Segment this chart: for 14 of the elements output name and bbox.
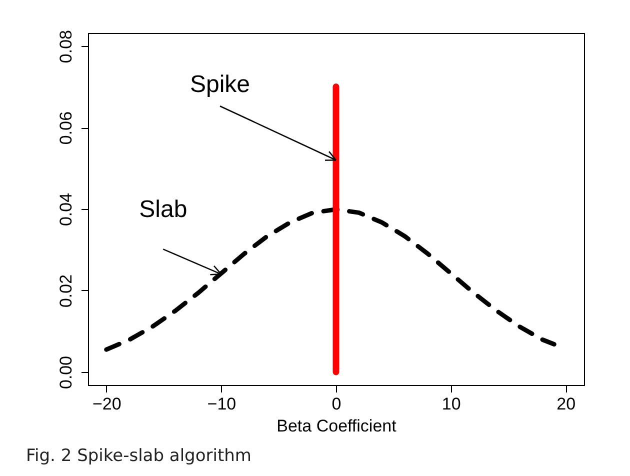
y-tick-label: 0.08	[56, 30, 76, 64]
x-tick-label: 10	[442, 394, 461, 414]
x-tick-label: −20	[92, 394, 122, 414]
y-tick-label: 0.06	[56, 111, 76, 145]
annotation: Slab	[139, 196, 188, 224]
y-tick-label: 0.00	[56, 356, 76, 390]
x-tick-label: 20	[556, 394, 576, 414]
y-tick-label: 0.04	[56, 192, 76, 226]
caption: Fig. 2 Spike-slab algorithm	[26, 446, 252, 466]
x-axis-title: Beta Coefficient	[276, 416, 397, 436]
annotation: Spike	[190, 71, 250, 98]
y-tick-label: 0.02	[56, 274, 76, 308]
x-tick-label: 0	[332, 394, 342, 414]
x-tick-label: −10	[207, 394, 236, 414]
